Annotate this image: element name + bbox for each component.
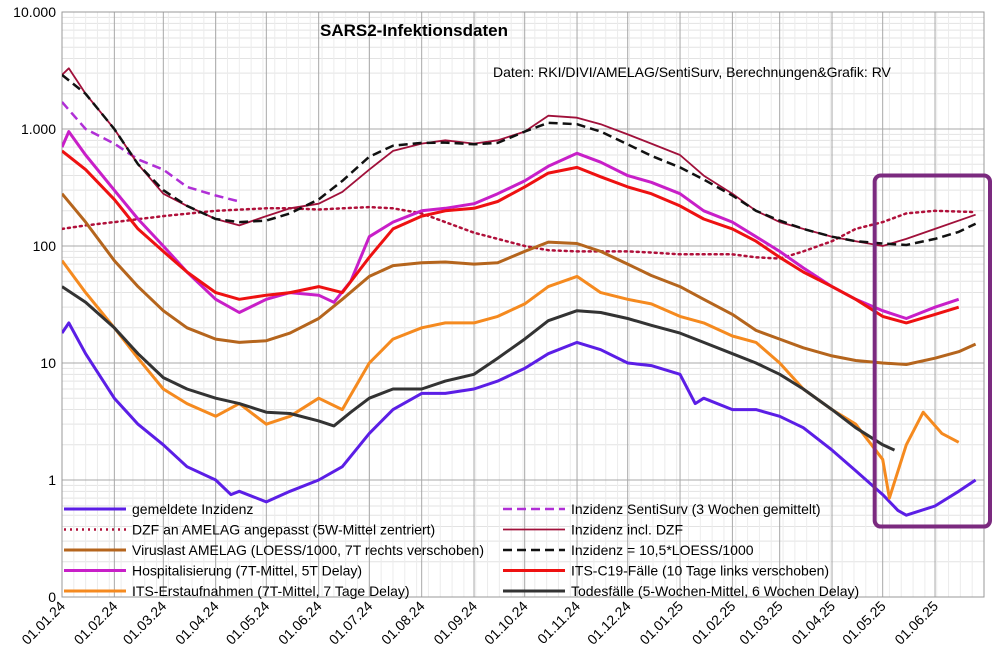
series-line-3 [62,130,960,320]
legend: gemeldete Inzidenz DZF an AMELAG angepass… [64,501,859,599]
legend-label-5: Inzidenz SentiSurv (3 Wochen gemittelt) [571,501,821,517]
x-tick-label: 01.06.24 [275,598,325,648]
x-tick-label: 01.03.24 [120,598,170,648]
x-tick-label: 01.06.25 [891,598,941,648]
y-tick-label: 100 [33,238,57,254]
chart-subtitle: Daten: RKI/DIVI/AMELAG/SentiSurv, Berech… [493,64,892,80]
x-tick-label: 01.04.25 [788,598,838,648]
x-tick-label: 01.02.25 [689,598,739,648]
series-line-2 [62,192,977,366]
y-tick-label: 10.000 [13,4,56,20]
x-tick-label: 01.09.24 [430,598,480,648]
x-tick-label: 01.02.24 [71,598,121,648]
x-tick-label: 01.08.24 [378,598,428,648]
legend-label-0: gemeldete Inzidenz [132,501,253,517]
x-tick-label: 01.07.24 [326,598,376,648]
x-axis-ticks: 01.01.24 01.02.24 01.03.24 01.04.24 01.05.24… [18,598,941,648]
legend-label-9: Todesfälle (5-Wochen-Mittel, 6 Wochen De… [571,583,859,599]
series-line-5 [62,101,240,203]
x-tick-label: 01.05.24 [223,598,273,648]
x-tick-label: 01.01.25 [636,598,686,648]
legend-label-4: ITS-Erstaufnahmen (7T-Mittel, 7 Tage Del… [132,583,410,599]
legend-label-2: Viruslast AMELAG (LOESS/1000, 7T rechts … [132,542,484,558]
series-line-9 [62,285,896,452]
x-tick-label: 01.12.24 [584,598,634,648]
legend-label-3: Hospitalisierung (7T-Mittel, 5T Delay) [132,563,362,579]
x-tick-label: 01.05.25 [839,598,889,648]
series-line-8 [62,149,960,325]
y-tick-label: 10 [40,355,56,371]
series-line-7 [62,73,977,247]
x-tick-label: 01.04.24 [172,598,222,648]
y-axis-ticks: 0 1 10 100 1.000 10.000 [13,4,56,605]
x-tick-label: 01.10.24 [481,598,531,648]
legend-label-6: Inzidenz incl. DZF [571,522,683,538]
plot-frame [61,11,985,598]
x-tick-label: 01.01.24 [18,598,68,648]
y-tick-label: 1 [48,472,56,488]
y-tick-label: 1.000 [21,121,56,137]
chart-title: SARS2-Infektionsdaten [320,21,508,40]
x-tick-label: 01.11.24 [534,598,583,647]
x-tick-label: 01.03.25 [736,598,786,648]
legend-label-1: DZF an AMELAG angepasst (5W-Mittel zentr… [132,522,435,538]
y-tick-label: 0 [48,589,56,605]
series-line-1 [62,205,977,260]
legend-label-8: ITS-C19-Fälle (10 Tage links verschoben) [571,563,829,579]
series-layer [62,67,977,517]
series-line-0 [62,321,977,517]
series-line-6 [62,67,976,247]
legend-label-7: Inzidenz = 10,5*LOESS/1000 [571,542,754,558]
highlight-box [872,173,993,529]
series-line-4 [62,259,960,500]
